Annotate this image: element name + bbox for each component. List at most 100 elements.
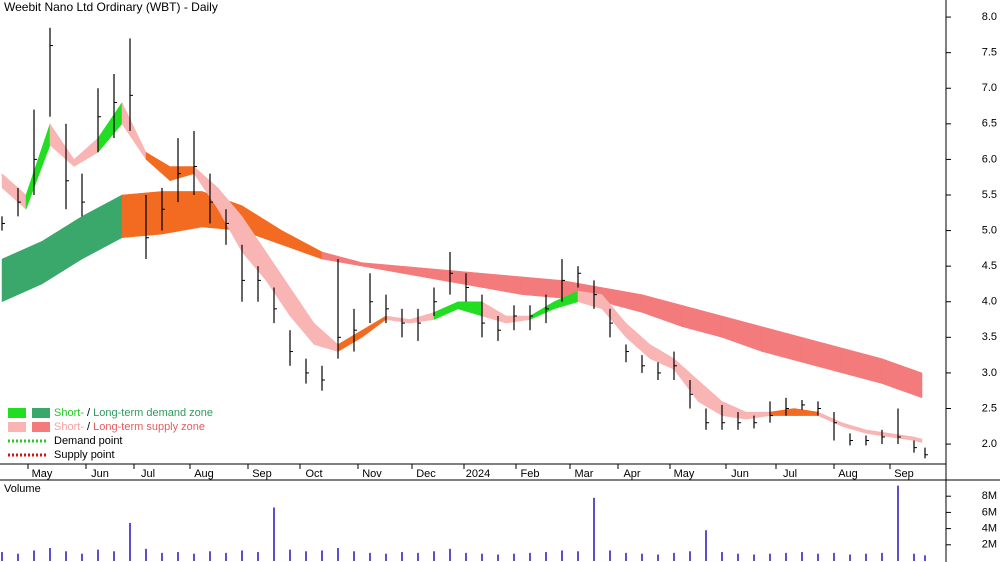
volume-bar (449, 548, 451, 561)
zone-band (1, 173, 27, 210)
volume-bar (129, 522, 131, 561)
zone-band (673, 358, 699, 403)
volume-bar (545, 552, 547, 561)
legend-label: Short- / Long-term demand zone (54, 407, 213, 419)
zone-band (801, 336, 843, 374)
volume-bar (33, 550, 35, 561)
x-tick-label: Mar (575, 468, 594, 480)
x-tick-label: Jun (91, 468, 109, 480)
y-tick-label: 5.0 (982, 224, 997, 236)
legend-label-part: / (84, 407, 93, 419)
zone-band (841, 347, 883, 384)
zone-band (145, 151, 171, 182)
x-tick-label: Sep (894, 468, 914, 480)
zone-band (641, 294, 683, 328)
volume-bar (161, 552, 163, 561)
x-tick-label: Nov (362, 468, 382, 480)
volume-bar (97, 549, 99, 561)
volume-bar (641, 553, 643, 561)
volume-bar (81, 553, 83, 561)
volume-bar (913, 553, 915, 561)
y-tick-label: 2M (982, 539, 997, 551)
volume-bar (673, 552, 675, 561)
volume-bar (865, 553, 867, 561)
zone-band (889, 433, 915, 441)
volume-bar (577, 551, 579, 561)
y-tick-label: 4.0 (982, 296, 997, 308)
volume-bar (897, 485, 899, 561)
y-tick-label: 6.5 (982, 118, 997, 130)
volume-bar (817, 553, 819, 561)
volume-bar (689, 551, 691, 561)
volume-bar (337, 548, 339, 561)
volume-bar (49, 548, 51, 561)
zone-band (433, 301, 459, 320)
volume-bar (305, 551, 307, 561)
zone-band (649, 344, 675, 370)
volume-bar (609, 550, 611, 561)
x-tick-label: Aug (838, 468, 858, 480)
zone-band (281, 230, 323, 260)
x-tick-label: May (32, 468, 53, 480)
volume-bar (513, 553, 515, 561)
zone-band (913, 436, 923, 443)
legend-label-part: Long-term demand zone (93, 407, 213, 419)
legend-label: Demand point (54, 435, 123, 447)
legend-label-part: Short- (54, 407, 84, 419)
y-tick-label: 7.0 (982, 82, 997, 94)
zone-band (41, 215, 83, 285)
x-tick-label: Oct (305, 468, 322, 480)
x-tick-label: Jul (141, 468, 155, 480)
zone-band (401, 265, 443, 281)
y-tick-label: 8M (982, 490, 997, 502)
zone-band (881, 358, 923, 399)
zone-band (361, 262, 403, 274)
zone-band (441, 269, 483, 288)
zone-band (361, 315, 387, 338)
volume-bar (209, 551, 211, 561)
volume-bar (289, 549, 291, 561)
y-tick-label: 3.5 (982, 331, 997, 343)
volume-bar (881, 552, 883, 561)
volume-title: Volume (4, 483, 41, 495)
zone-band (505, 315, 531, 324)
legend-label-part: / (84, 421, 93, 433)
zone-band (841, 422, 867, 434)
zone-band (313, 322, 339, 352)
y-tick-label: 7.5 (982, 47, 997, 59)
zone-band (481, 273, 523, 295)
volume-bar (497, 554, 499, 561)
volume-bar (369, 552, 371, 561)
volume-bar (753, 554, 755, 561)
volume-bar (273, 507, 275, 561)
legend-swatch (8, 422, 26, 432)
volume-bar (177, 552, 179, 561)
zone-band (721, 400, 747, 420)
volume-bar (401, 552, 403, 561)
zone-band (81, 194, 123, 260)
volume-bar (924, 555, 926, 561)
volume-bar (1, 552, 3, 561)
y-tick-label: 2.5 (982, 402, 997, 414)
volume-bar (481, 553, 483, 561)
zone-band (1, 240, 43, 303)
volume-bar (225, 552, 227, 561)
x-tick-label: Jul (783, 468, 797, 480)
volume-bar (417, 552, 419, 561)
zone-band (625, 322, 651, 360)
zone-band (321, 251, 363, 267)
legend-swatch (32, 422, 50, 432)
zone-band (721, 315, 763, 352)
zone-band (409, 312, 435, 324)
x-tick-label: Sep (252, 468, 272, 480)
zone-band (865, 429, 891, 438)
x-tick-label: May (674, 468, 695, 480)
zone-band (97, 101, 123, 153)
x-tick-label: Jun (731, 468, 749, 480)
volume-bar (65, 551, 67, 561)
zone-band (161, 191, 203, 235)
zone-band (745, 411, 771, 420)
volume-bar (561, 550, 563, 561)
volume-bar (801, 552, 803, 561)
